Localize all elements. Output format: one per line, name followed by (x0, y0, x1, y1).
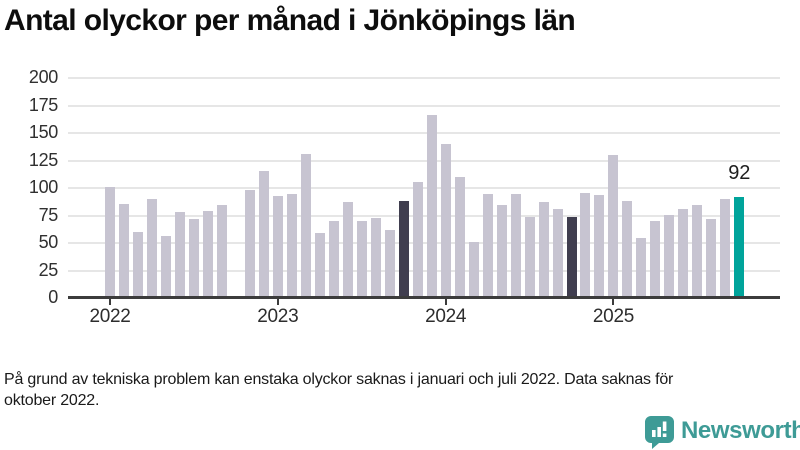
bar-2024-06[interactable] (510, 193, 521, 298)
bar-2023-09[interactable] (384, 229, 395, 298)
x-axis-tick-2023 (276, 299, 279, 305)
bar-2024-05[interactable] (496, 204, 507, 298)
y-axis-label-175: 175 (28, 94, 58, 115)
footer-note-line2: oktober 2022. (4, 392, 100, 409)
bar-2025-02[interactable] (622, 201, 633, 298)
bar-2023-10[interactable] (398, 201, 409, 298)
y-axis-label-0: 0 (48, 287, 58, 307)
bar-2025-05[interactable] (664, 214, 675, 298)
y-axis-label-75: 75 (38, 204, 59, 225)
bar-2024-04[interactable] (482, 193, 493, 298)
x-axis-tick-2022 (109, 299, 111, 305)
x-axis-line (68, 296, 780, 299)
bar-2024-12[interactable] (594, 194, 605, 298)
bar-2023-08[interactable] (370, 217, 381, 298)
bar-2022-09[interactable] (216, 204, 227, 298)
newsworthy-bubble-chart-icon (645, 416, 674, 449)
latest-value-label: 92 (728, 162, 751, 184)
newsworthy-logo[interactable]: Newsworthy (645, 416, 800, 449)
y-axis-label-125: 125 (28, 149, 58, 170)
gridline-125 (68, 159, 780, 162)
gridline-100 (68, 187, 780, 190)
x-axis-label-2023: 2023 (257, 306, 299, 327)
bar-2022-08[interactable] (202, 211, 213, 298)
y-axis-label-50: 50 (38, 232, 59, 253)
bar-2023-06[interactable] (342, 202, 353, 298)
bar-2024-11[interactable] (580, 192, 591, 298)
bar-2022-02[interactable] (118, 203, 129, 298)
y-axis-label-150: 150 (28, 122, 58, 143)
bar-2024-08[interactable] (538, 202, 549, 298)
bar-2023-03[interactable] (300, 154, 311, 298)
gridline-175 (68, 104, 780, 107)
footer-note: På grund av tekniska problem kan enstaka… (4, 369, 784, 411)
bar-2022-01[interactable] (105, 187, 115, 298)
x-axis-label-2025: 2025 (592, 306, 634, 327)
bar-2025-01[interactable] (608, 155, 619, 298)
bar-2025-03[interactable] (636, 237, 647, 298)
bar-2023-02[interactable] (286, 193, 297, 298)
bar-2024-10[interactable] (566, 216, 577, 298)
bar-2024-09[interactable] (552, 209, 563, 298)
bar-2025-08[interactable] (706, 218, 717, 298)
bar-2024-03[interactable] (468, 241, 479, 298)
bar-2023-04[interactable] (314, 233, 325, 298)
gridline-200 (68, 77, 780, 80)
gridline-25 (68, 269, 780, 272)
bar-2024-07[interactable] (524, 216, 535, 298)
bar-2022-04[interactable] (146, 199, 157, 298)
x-axis-tick-2025 (612, 299, 615, 305)
bar-2023-01[interactable] (272, 195, 283, 298)
bar-2022-12[interactable] (258, 170, 269, 298)
bar-2025-10[interactable] (734, 196, 745, 298)
bar-2022-11[interactable] (244, 190, 255, 298)
bar-2025-06[interactable] (678, 209, 689, 298)
x-axis-label-2022: 2022 (89, 306, 131, 327)
gridline-150 (68, 132, 780, 135)
bar-2022-07[interactable] (188, 218, 199, 298)
bar-2024-02[interactable] (454, 177, 465, 298)
bar-2024-01[interactable] (440, 144, 451, 298)
x-axis-tick-2024 (444, 299, 447, 305)
y-axis-label-100: 100 (28, 177, 58, 198)
bar-2022-06[interactable] (174, 212, 185, 298)
y-axis-label-25: 25 (38, 259, 59, 280)
bar-2023-07[interactable] (356, 221, 367, 298)
x-axis-label-2024: 2024 (425, 306, 467, 327)
bar-2022-05[interactable] (160, 236, 171, 298)
newsworthy-logo-text: Newsworthy (681, 417, 800, 444)
chart-title: Antal olyckor per månad i Jönköpings län (4, 4, 576, 37)
gridline-75 (68, 214, 780, 217)
bar-2023-05[interactable] (328, 221, 339, 298)
gridline-50 (68, 242, 780, 245)
bar-2025-04[interactable] (650, 221, 661, 298)
footer-note-line1: På grund av tekniska problem kan enstaka… (4, 371, 674, 388)
bar-2023-11[interactable] (412, 181, 423, 298)
y-axis-label-200: 200 (28, 67, 58, 88)
bar-2025-09[interactable] (720, 199, 731, 298)
bar-2023-12[interactable] (426, 114, 437, 298)
bar-2022-03[interactable] (132, 232, 143, 298)
bar-2025-07[interactable] (692, 204, 703, 298)
